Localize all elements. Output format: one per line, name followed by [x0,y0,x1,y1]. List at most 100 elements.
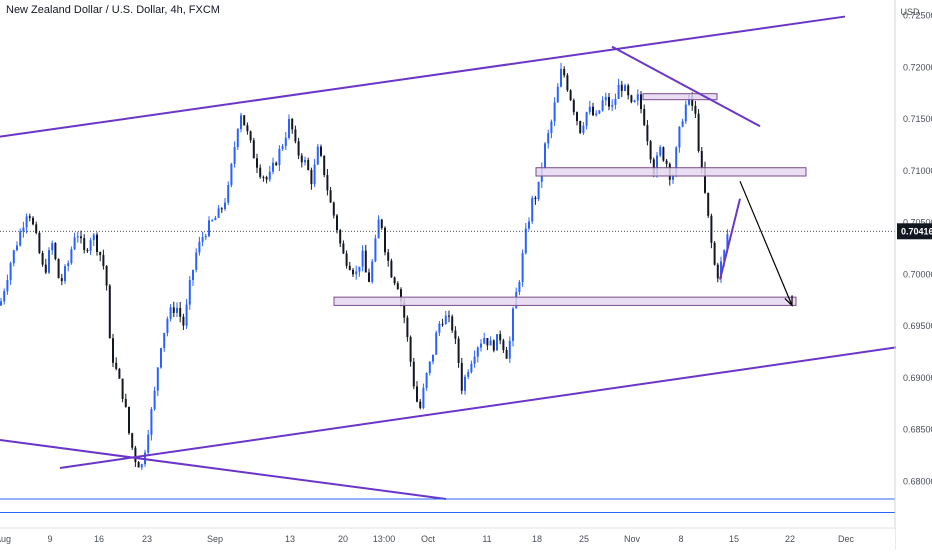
time-tick-label: 13 [285,534,295,544]
candle-body [185,304,188,326]
candle-body [585,112,588,126]
candle-body [697,113,700,151]
candle-body [406,317,409,338]
candle-body [115,362,118,369]
candle-body [96,234,98,253]
candle-body [460,362,463,391]
candle-body [403,301,406,318]
candle-body [22,227,25,232]
candle-body [70,249,73,264]
time-tick-label: Aug [0,534,11,544]
candle-body [118,368,121,379]
arrow-head-icon [784,295,793,307]
candle-body [502,340,505,351]
candle-body [179,308,182,317]
candle-body [243,115,246,126]
candle-body [316,146,319,165]
candle-body [428,361,431,373]
candle-body [28,216,31,218]
candle-body [16,245,18,251]
candle-body [537,181,540,200]
candle-body [214,217,217,221]
candle-body [6,280,9,292]
candle-body [32,217,34,225]
candle-body [512,308,514,341]
candle-body [76,236,79,238]
candle-body [19,231,22,246]
candle-body [204,236,207,238]
candle-body [656,155,658,175]
candle-body [297,141,300,156]
time-tick-label: Sep [207,534,223,544]
trendline[interactable] [59,345,901,469]
candle-body [371,261,374,282]
candle-body [390,260,393,278]
candle-body [80,236,82,239]
candle-body [640,94,642,110]
candle-body [41,252,44,265]
candle-body [112,338,114,363]
candle-body [480,343,482,348]
current-price-label: 0.70416 [901,226,932,236]
candle-body [476,347,479,357]
candle-body [284,137,287,147]
trendline[interactable] [611,45,761,128]
candle-body [464,376,466,391]
candle-body [57,258,60,279]
projection-arrow[interactable] [739,180,793,306]
candle-body [588,106,591,113]
candle-body [524,228,527,254]
candle-body [617,84,620,99]
time-tick-label: 16 [94,534,104,544]
candle-body [256,158,258,168]
candle-body [454,330,457,339]
candle-body [336,215,338,231]
current-price-badge [897,223,932,240]
candle-body [412,361,415,387]
candle-body [288,118,290,138]
candle-body [99,252,102,256]
candle-body [105,265,108,286]
candle-body [726,234,729,251]
candle-body [358,266,361,272]
candle-body [86,250,89,252]
candle-body [192,269,194,280]
candle-body [544,143,546,168]
candle-body [441,323,444,325]
candle-body [262,176,265,178]
support-resistance-zone[interactable] [535,167,807,177]
candle-body [268,171,271,180]
candle-body [534,197,537,200]
candle-body [633,100,636,102]
candle-body [592,106,594,116]
candle-body [252,140,255,159]
candle-body [108,285,111,339]
candle-body [720,261,722,279]
candle-body [646,125,649,142]
trendline[interactable] [0,15,846,138]
time-tick-label: 8 [678,534,683,544]
time-tick-label: Dec [838,534,855,544]
candle-body [89,240,92,251]
support-resistance-zone[interactable] [333,296,797,306]
candle-body [694,105,697,114]
candle-body [652,159,655,175]
support-resistance-zone[interactable] [642,93,718,101]
price-axis-bg [896,0,932,550]
candle-body [707,192,710,216]
candle-body [505,350,508,359]
candle-body [12,250,15,264]
trendline[interactable] [0,439,447,501]
time-tick-label: 13:00 [373,534,396,544]
trendline[interactable] [719,198,741,280]
candle-body [217,208,220,218]
candle-body [259,167,262,177]
candle-body [124,398,127,407]
